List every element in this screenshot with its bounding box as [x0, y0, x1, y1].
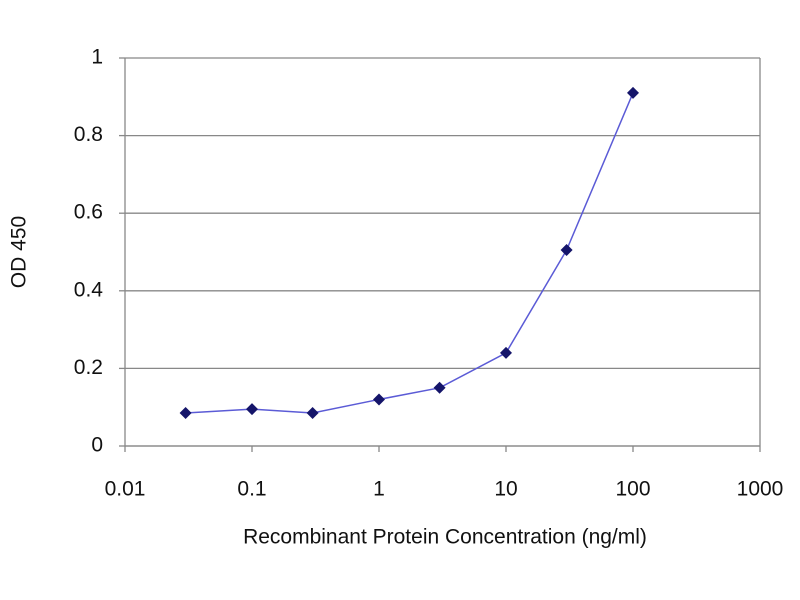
y-tick-label: 0: [91, 434, 103, 457]
data-point: [306, 407, 319, 420]
x-tick-label: 100: [615, 478, 650, 501]
data-point: [560, 244, 573, 257]
y-tick-label: 0.6: [74, 201, 103, 224]
y-axis-label: OD 450: [8, 216, 31, 288]
data-point: [246, 403, 258, 416]
y-tick-label: 0.2: [74, 356, 103, 379]
y-tick-label: 1: [91, 46, 103, 69]
data-point: [373, 393, 385, 406]
data-point: [500, 346, 512, 359]
y-tick-label: 0.8: [74, 123, 103, 146]
x-tick-label: 1000: [737, 478, 784, 501]
data-point: [179, 407, 192, 420]
data-point: [627, 86, 639, 99]
x-tick-label: 10: [494, 478, 517, 501]
data-line: [185, 92, 634, 414]
y-tick-label: 0.4: [74, 278, 104, 301]
x-tick-label: 1: [373, 478, 385, 501]
x-axis-label: Recombinant Protein Concentration (ng/ml…: [243, 526, 647, 549]
x-tick-label: 0.1: [237, 478, 266, 501]
x-tick-label: 0.01: [105, 478, 146, 501]
data-point: [433, 381, 446, 394]
